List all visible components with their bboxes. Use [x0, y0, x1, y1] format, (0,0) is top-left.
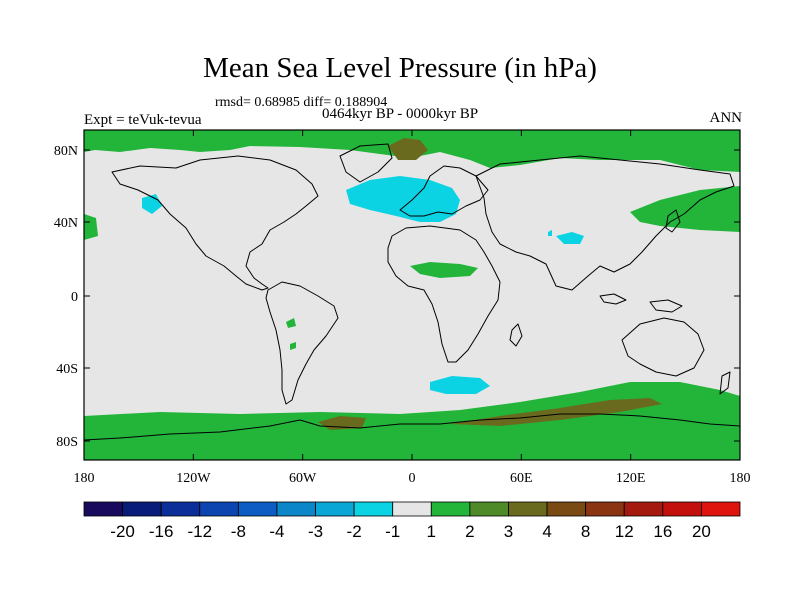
indonesia-coast: [599, 293, 627, 305]
colorbar-box: [430, 501, 471, 517]
australia-coast: [621, 317, 705, 377]
season-label: ANN: [709, 110, 743, 126]
x-tick-label: 180: [730, 471, 751, 486]
experiment-label: Expt = teVuk-tevua: [84, 112, 202, 128]
colorbar-label: 1: [427, 522, 436, 541]
colorbar-label: -1: [385, 522, 400, 541]
africa-coast: [387, 225, 501, 363]
colorbar-box: [199, 501, 239, 517]
colorbar-box: [546, 501, 587, 517]
colorbar-label: 16: [653, 522, 672, 541]
x-tick-label: 60W: [289, 471, 317, 486]
map-panel: [84, 130, 740, 460]
colorbar-label: 8: [581, 522, 590, 541]
new-guinea-coast: [649, 299, 683, 313]
south-america-coast: [265, 281, 339, 405]
colorbar-box: [623, 501, 664, 517]
colorbar-label: -16: [149, 522, 174, 541]
y-tick-label: 80N: [54, 144, 78, 159]
colorbar-box: [83, 501, 123, 517]
north-america-coast: [111, 155, 319, 291]
stats-label: rmsd= 0.68985 diff= 0.188904: [215, 95, 388, 110]
colorbar-box: [585, 501, 625, 517]
colorbar-box: [353, 501, 394, 517]
x-tick-label: 60E: [510, 471, 533, 486]
antarctica-coast: [84, 413, 740, 441]
asia-negative-region: [556, 232, 584, 244]
y-axis: 80N 40N 0 40S 80S: [54, 144, 740, 450]
x-tick-label: 180: [74, 471, 95, 486]
x-tick-label: 120W: [176, 471, 211, 486]
colorbar-label: 12: [615, 522, 634, 541]
x-tick-label: 0: [409, 471, 416, 486]
colorbar-label: -4: [269, 522, 284, 541]
colorbar-label: -20: [110, 522, 135, 541]
colorbar-box: [469, 501, 509, 517]
colorbar-box: [701, 501, 741, 517]
colorbar-box: [508, 501, 548, 517]
north-africa-positive-region: [410, 262, 478, 278]
madagascar-coast: [509, 323, 523, 347]
y-tick-label: 0: [71, 290, 78, 305]
colorbar-box: [662, 501, 702, 517]
colorbar-label: 20: [692, 522, 711, 541]
colorbar-box: [122, 501, 162, 517]
colorbar-label: -2: [347, 522, 362, 541]
southern-island-positive-region: [290, 342, 296, 350]
colorbar-box: [315, 501, 355, 517]
pacific-west-positive-region: [84, 214, 98, 240]
colorbar-label: 3: [504, 522, 513, 541]
greenland-coast: [339, 143, 393, 183]
x-axis: 180 120W 60W 0 60E 120E 180: [74, 130, 751, 486]
colorbar-label: -3: [308, 522, 323, 541]
plot-title: Mean Sea Level Pressure (in hPa): [203, 52, 597, 84]
colorbar: -20 -16 -12 -8 -4 -3 -2 -1 1 2 3 4 8 12 16 20: [83, 501, 741, 541]
japan-coast: [665, 209, 681, 233]
asia-coast: [475, 155, 735, 291]
colorbar-box: [237, 501, 278, 517]
x-tick-label: 120E: [616, 471, 646, 486]
small-negative-region: [548, 230, 552, 236]
north-pacific-positive-region: [630, 186, 740, 232]
colorbar-box: [276, 501, 316, 517]
y-tick-label: 40S: [56, 362, 78, 377]
new-zealand-coast: [719, 371, 731, 395]
y-tick-label: 80S: [56, 435, 78, 450]
colorbar-label: 2: [465, 522, 474, 541]
colorbar-box: [160, 501, 201, 517]
colorbar-label: -12: [187, 522, 212, 541]
colorbar-label: -8: [231, 522, 246, 541]
coastlines: [84, 143, 740, 441]
negative-anomaly-fields: [142, 176, 584, 394]
southern-ocean-positive-region: [84, 382, 740, 460]
colorbar-box: [392, 501, 432, 517]
colorbar-label: 4: [542, 522, 551, 541]
greenland-strong-region: [388, 138, 428, 160]
period-label: 0464kyr BP - 0000kyr BP: [322, 106, 479, 122]
andes-positive-region: [286, 318, 296, 328]
europe-coast: [399, 165, 489, 217]
europe-negative-region: [346, 176, 460, 222]
south-atlantic-negative-region: [430, 376, 490, 394]
y-tick-label: 40N: [54, 216, 78, 231]
